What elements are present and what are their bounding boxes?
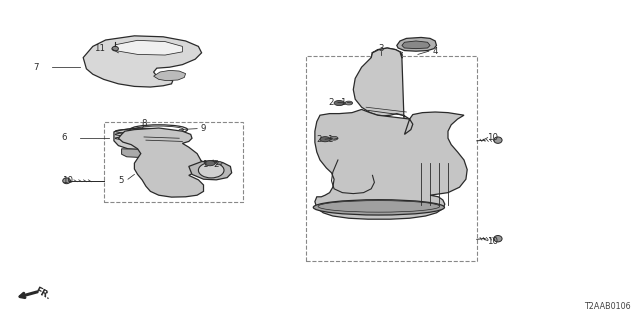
Ellipse shape	[198, 163, 224, 178]
Ellipse shape	[494, 137, 502, 143]
Polygon shape	[315, 109, 467, 219]
Polygon shape	[118, 128, 204, 197]
Polygon shape	[114, 128, 165, 150]
Text: 5: 5	[119, 176, 124, 185]
Text: FR.: FR.	[33, 286, 52, 302]
Text: T2AAB0106: T2AAB0106	[584, 302, 630, 311]
Text: 8: 8	[141, 119, 147, 128]
Text: 7: 7	[34, 63, 39, 72]
Text: 10: 10	[487, 237, 499, 246]
Circle shape	[334, 100, 344, 106]
Polygon shape	[154, 70, 186, 81]
Circle shape	[216, 162, 222, 165]
Polygon shape	[163, 137, 180, 147]
Text: 2: 2	[214, 160, 219, 169]
Polygon shape	[115, 40, 182, 55]
Text: 10: 10	[487, 133, 499, 142]
Circle shape	[330, 136, 338, 140]
Text: 4: 4	[433, 47, 438, 56]
Text: 2: 2	[329, 98, 334, 107]
Text: 10: 10	[61, 176, 73, 185]
Ellipse shape	[63, 178, 70, 184]
Polygon shape	[83, 36, 202, 87]
Polygon shape	[371, 48, 402, 61]
Circle shape	[320, 137, 330, 142]
Ellipse shape	[494, 236, 502, 242]
Polygon shape	[397, 37, 436, 51]
Ellipse shape	[314, 200, 445, 215]
Polygon shape	[122, 149, 157, 157]
Polygon shape	[353, 48, 413, 134]
Text: 6: 6	[61, 133, 67, 142]
Bar	[104, 122, 243, 202]
Polygon shape	[402, 41, 430, 49]
Text: 2: 2	[316, 135, 321, 144]
Text: 11: 11	[93, 44, 105, 52]
Polygon shape	[189, 161, 232, 180]
Text: 1: 1	[202, 160, 207, 169]
Ellipse shape	[112, 46, 118, 51]
Bar	[306, 56, 477, 261]
Circle shape	[205, 161, 215, 166]
Text: 9: 9	[201, 124, 206, 133]
Circle shape	[345, 101, 353, 105]
Text: 3: 3	[378, 44, 383, 53]
Text: 1: 1	[340, 98, 345, 107]
Text: 1: 1	[327, 135, 332, 144]
